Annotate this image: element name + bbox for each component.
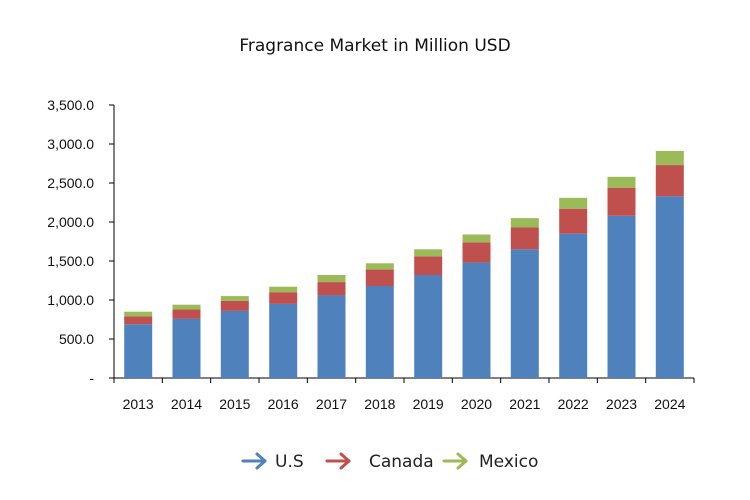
bar-2024-us <box>655 196 684 378</box>
bar-2017-canada <box>317 282 346 296</box>
bar-2017-us <box>317 295 346 378</box>
legend-arrow-head-icon <box>339 452 351 470</box>
x-tick-label: 2013 <box>123 396 154 412</box>
bar-2019-us <box>414 275 443 378</box>
bar-2014-canada <box>172 309 201 319</box>
chart-title: Fragrance Market in Million USD <box>239 36 511 56</box>
bar-2013-us <box>124 324 153 378</box>
y-tick-label: 3,000.0 <box>47 136 94 152</box>
bar-2018-us <box>365 286 394 378</box>
bar-2013-mexico <box>124 311 153 317</box>
legend-label: Canada <box>369 452 434 472</box>
x-tick-label: 2016 <box>268 396 299 412</box>
y-tick-label: 3,500.0 <box>47 97 94 113</box>
legend-item-mexico: Mexico <box>442 452 538 472</box>
bar-2015-us <box>220 310 249 378</box>
legend: U.S Canada Mexico <box>241 452 538 472</box>
legend-item-canada: Canada <box>325 452 434 472</box>
x-tick-label: 2023 <box>606 396 637 412</box>
legend-arrow-head-icon <box>255 452 267 470</box>
bar-2018-mexico <box>365 263 394 270</box>
bar-2024-canada <box>655 165 684 197</box>
bar-2022-mexico <box>559 197 588 209</box>
bar-2014-us <box>172 318 201 378</box>
x-tick-label: 2017 <box>316 396 347 412</box>
bar-2023-canada <box>607 187 636 216</box>
bar-2019-mexico <box>414 249 443 257</box>
bar-2014-mexico <box>172 304 201 310</box>
y-tick-label: 1,000.0 <box>47 292 94 308</box>
bar-2018-canada <box>365 269 394 286</box>
bar-2020-canada <box>462 242 491 263</box>
x-tick-label: 2020 <box>461 396 492 412</box>
x-tick-label: 2015 <box>219 396 250 412</box>
y-tick-label: 1,500.0 <box>47 253 94 269</box>
y-tick-label: 2,000.0 <box>47 214 94 230</box>
bar-2023-us <box>607 215 636 378</box>
x-tick-label: 2014 <box>171 396 202 412</box>
bar-2021-canada <box>510 227 539 250</box>
x-tick-label: 2022 <box>558 396 589 412</box>
bar-2020-mexico <box>462 234 491 243</box>
y-tick-label: 2,500.0 <box>47 175 94 191</box>
legend-item-us: U.S <box>241 452 304 472</box>
bar-2015-canada <box>220 300 249 311</box>
bar-2022-canada <box>559 208 588 234</box>
x-tick-label: 2024 <box>654 396 685 412</box>
y-tick-label: 500.0 <box>59 331 94 347</box>
x-tick-label: 2021 <box>509 396 540 412</box>
bar-2023-mexico <box>607 176 636 188</box>
legend-label: U.S <box>275 452 304 472</box>
plot-area: - 500.0 1,000.0 1,500.0 2,000.0 2,500.0 3,000.… <box>47 97 695 412</box>
legend-arrow-head-icon <box>456 452 468 470</box>
x-tick-label: 2018 <box>364 396 395 412</box>
bar-2022-us <box>559 233 588 378</box>
bar-2017-mexico <box>317 275 346 282</box>
bar-2016-mexico <box>269 286 298 293</box>
y-tick-label: - <box>89 370 94 386</box>
bar-2015-mexico <box>220 296 249 301</box>
legend-label: Mexico <box>479 452 538 472</box>
bar-2021-us <box>510 249 539 378</box>
bar-2019-canada <box>414 256 443 275</box>
bar-2024-mexico <box>655 151 684 165</box>
bar-2016-canada <box>269 292 298 304</box>
bar-2016-us <box>269 303 298 378</box>
bar-2020-us <box>462 262 491 378</box>
bar-2013-canada <box>124 316 153 325</box>
x-tick-label: 2019 <box>413 396 444 412</box>
bar-2021-mexico <box>510 218 539 228</box>
